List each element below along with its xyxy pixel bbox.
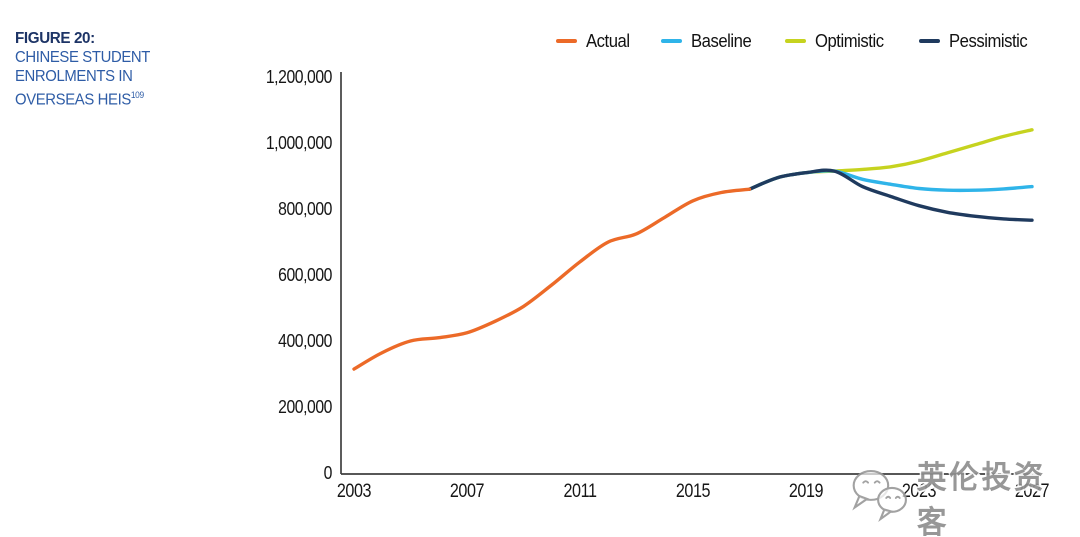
legend-item-baseline: Baseline	[661, 30, 758, 52]
series-line-actual	[352, 187, 752, 371]
legend-item-actual: Actual	[556, 30, 634, 52]
figure-title-line: ENROLMENTS IN	[15, 68, 133, 85]
x-tick-label: 2003	[336, 481, 372, 502]
y-tick-label: 800,000	[278, 198, 332, 219]
footnote-marker: 109	[130, 90, 144, 100]
x-tick-label: 2011	[563, 481, 597, 502]
x-tick-label: 2023	[901, 481, 937, 502]
legend: Actual Baseline Optimistic Pessimistic	[556, 30, 1036, 52]
y-tick-label: 400,000	[278, 330, 332, 351]
legend-label: Pessimistic	[948, 30, 1028, 51]
legend-label: Baseline	[691, 30, 752, 51]
figure-title-text: OVERSEAS HEIS	[15, 91, 131, 109]
legend-label: Actual	[586, 30, 630, 51]
pessimistic-line-swatch-icon	[918, 39, 940, 43]
legend-item-pessimistic: Pessimistic	[918, 30, 1036, 52]
y-tick-label: 0	[323, 462, 333, 483]
watermark: 英伦投资客	[846, 452, 1080, 537]
x-tick-label: 2027	[1014, 481, 1050, 502]
y-tick-label: 600,000	[278, 264, 332, 285]
x-tick-label: 2015	[675, 481, 711, 502]
x-tick-label: 2007	[449, 481, 485, 502]
legend-item-optimistic: Optimistic	[785, 30, 891, 52]
figure-caption: FIGURE 20: CHINESE STUDENT ENROLMENTS IN…	[15, 29, 215, 109]
watermark-text: 英伦投资客	[917, 460, 1047, 537]
y-tick-label: 1,200,000	[265, 66, 333, 87]
figure-number: FIGURE 20:	[15, 30, 95, 47]
figure-title-line: CHINESE STUDENT	[15, 49, 150, 66]
series-line-pessimistic	[747, 168, 1034, 222]
y-tick-label: 200,000	[278, 396, 332, 417]
series-line-optimistic	[747, 128, 1034, 191]
actual-line-swatch-icon	[556, 39, 577, 43]
series-group	[352, 128, 1034, 371]
optimistic-line-swatch-icon	[785, 39, 807, 43]
legend-label: Optimistic	[815, 30, 884, 51]
wechat-icon	[852, 470, 907, 523]
x-tick-label: 2019	[788, 481, 824, 502]
baseline-line-swatch-icon	[661, 39, 683, 43]
y-tick-label: 1,000,000	[265, 132, 333, 153]
figure-title-line: OVERSEAS HEIS109	[15, 86, 201, 109]
